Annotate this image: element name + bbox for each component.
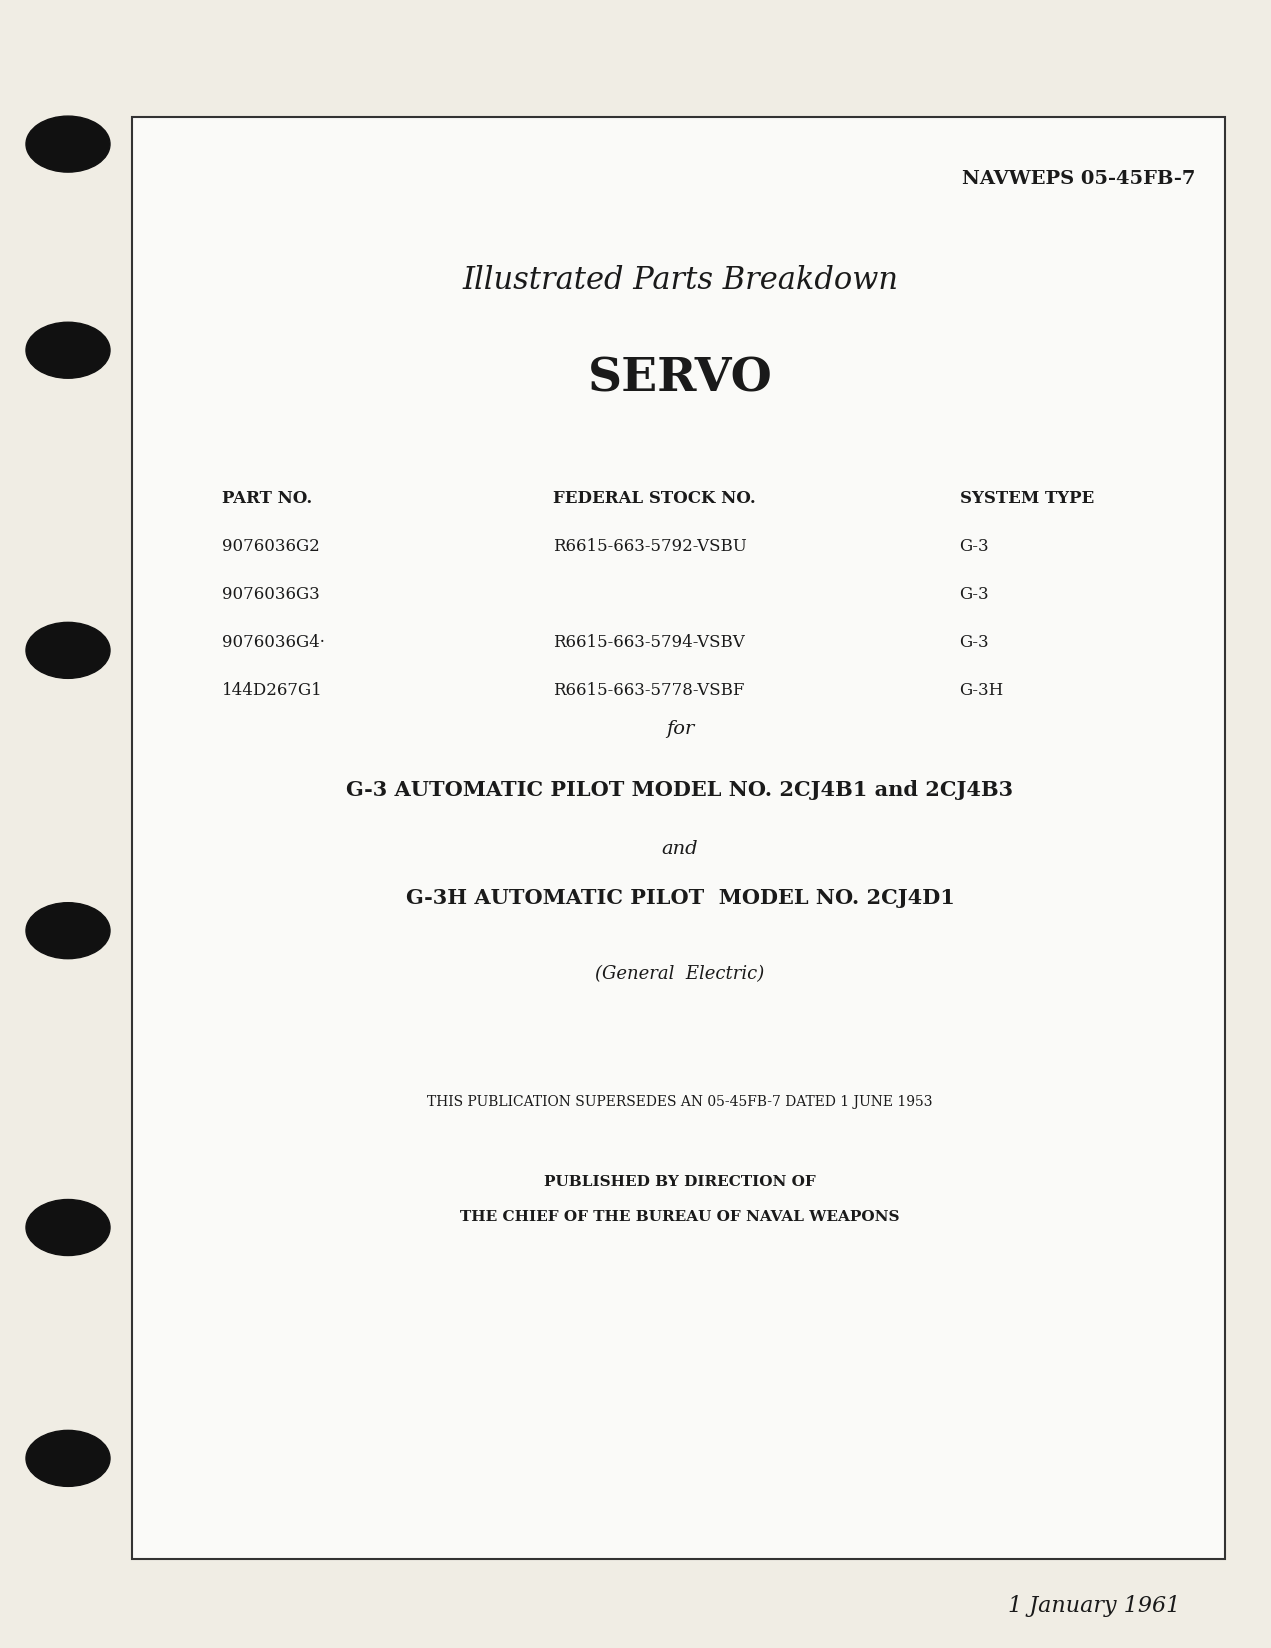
- Text: PART NO.: PART NO.: [222, 489, 313, 506]
- Text: THIS PUBLICATION SUPERSEDES AN 05-45FB-7 DATED 1 JUNE 1953: THIS PUBLICATION SUPERSEDES AN 05-45FB-7…: [427, 1094, 933, 1109]
- Text: PUBLISHED BY DIRECTION OF: PUBLISHED BY DIRECTION OF: [544, 1175, 816, 1188]
- Text: SERVO: SERVO: [587, 354, 773, 400]
- Text: 144D267G1: 144D267G1: [222, 682, 323, 699]
- Text: G-3H: G-3H: [960, 682, 1004, 699]
- Text: R6615-663-5778-VSBF: R6615-663-5778-VSBF: [553, 682, 745, 699]
- Text: G-3: G-3: [960, 633, 989, 651]
- Text: NAVWEPS 05-45FB-7: NAVWEPS 05-45FB-7: [962, 170, 1195, 188]
- Ellipse shape: [25, 1200, 111, 1256]
- Text: 1 January 1961: 1 January 1961: [1008, 1594, 1179, 1617]
- Text: G-3: G-3: [960, 585, 989, 603]
- Ellipse shape: [25, 903, 111, 959]
- Text: SYSTEM TYPE: SYSTEM TYPE: [960, 489, 1094, 506]
- Ellipse shape: [25, 117, 111, 173]
- Text: and: and: [662, 839, 698, 857]
- Bar: [132, 119, 1225, 1559]
- Text: G-3H AUTOMATIC PILOT  MODEL NO. 2CJ4D1: G-3H AUTOMATIC PILOT MODEL NO. 2CJ4D1: [405, 888, 955, 908]
- Text: 9076036G2: 9076036G2: [222, 537, 320, 555]
- Text: Illustrated Parts Breakdown: Illustrated Parts Breakdown: [461, 265, 899, 297]
- Text: for: for: [666, 720, 694, 738]
- Text: 9076036G4·: 9076036G4·: [222, 633, 325, 651]
- Text: G-3 AUTOMATIC PILOT MODEL NO. 2CJ4B1 and 2CJ4B3: G-3 AUTOMATIC PILOT MODEL NO. 2CJ4B1 and…: [347, 780, 1013, 799]
- Ellipse shape: [25, 623, 111, 679]
- Text: G-3: G-3: [960, 537, 989, 555]
- Ellipse shape: [25, 323, 111, 379]
- Text: 9076036G3: 9076036G3: [222, 585, 320, 603]
- Text: R6615-663-5794-VSBV: R6615-663-5794-VSBV: [553, 633, 745, 651]
- Text: (General  Electric): (General Electric): [595, 964, 765, 982]
- Text: R6615-663-5792-VSBU: R6615-663-5792-VSBU: [553, 537, 746, 555]
- Text: THE CHIEF OF THE BUREAU OF NAVAL WEAPONS: THE CHIEF OF THE BUREAU OF NAVAL WEAPONS: [460, 1210, 900, 1223]
- Text: FEDERAL STOCK NO.: FEDERAL STOCK NO.: [553, 489, 756, 506]
- Ellipse shape: [25, 1430, 111, 1486]
